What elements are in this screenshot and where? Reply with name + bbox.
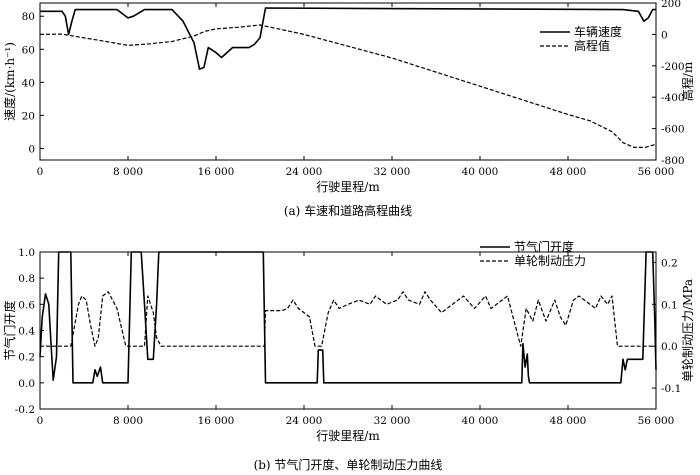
y-left-tick-label: 20: [22, 110, 35, 122]
series-line-2: [39, 24, 657, 148]
x-tick-label: 48 000: [550, 415, 587, 427]
y-left-tick-label: 40: [22, 77, 35, 89]
x-tick-label: 32 000: [374, 415, 411, 427]
x-tick-label: 48 000: [550, 166, 587, 178]
y-right-tick-label: -800: [661, 155, 685, 167]
panel-caption: (a) 车速和道路高程曲线: [284, 203, 412, 218]
x-tick-label: 16 000: [198, 415, 235, 427]
y-left-tick-label: 80: [22, 11, 35, 23]
y-left-tick-label: 60: [22, 44, 35, 56]
y-left-tick-label: 1.0: [18, 247, 35, 259]
legend-label-2: 高程值: [574, 38, 610, 53]
legend-label-1: 车辆速度: [574, 24, 622, 39]
y-right-axis-label: 高程/m: [680, 61, 695, 101]
x-tick-label: 0: [37, 415, 44, 427]
plot-frame: [39, 2, 657, 161]
x-tick-label: 56 000: [638, 166, 675, 178]
legend-label-2: 单轮制动压力: [514, 254, 586, 268]
y-right-tick-label: 0.2: [661, 257, 678, 269]
panel-b: 0 8 000 16 000 24 000 32 000 40 000 48 000 56 0…: [2, 239, 695, 472]
y-left-tick-label: 0.6: [18, 299, 35, 311]
y-left-tick-label: 0.4: [18, 326, 35, 338]
y-right-tick-label: -200: [661, 61, 685, 73]
y-right-tick-label: 0.0: [661, 341, 678, 353]
x-tick-label: 40 000: [462, 166, 499, 178]
x-axis-label: 行驶里程/m: [316, 179, 380, 194]
legend-label-1: 节气门开度: [514, 239, 574, 254]
y-right-tick-label: -0.1: [661, 383, 681, 395]
panel-caption: (b) 节气门开度、单轮制动压力曲线: [254, 457, 443, 472]
series-line-2: [40, 291, 656, 347]
x-tick-label: 56 000: [638, 415, 675, 427]
y-left-tick-label: 0: [28, 143, 35, 155]
y-left-tick-label: 0.0: [18, 378, 35, 390]
x-axis-label: 行驶里程/m: [316, 428, 380, 443]
y-left-tick-label: 0.2: [18, 352, 35, 364]
y-left-axis-label: 节气门开度: [2, 300, 17, 360]
y-left-tick-label: 0.8: [18, 273, 35, 285]
y-right-tick-label: 0.1: [661, 299, 678, 311]
y-right-tick-label: 200: [661, 0, 681, 10]
plot-frame: [39, 251, 657, 410]
x-tick-label: 32 000: [374, 166, 411, 178]
x-tick-label: 8 000: [113, 415, 143, 427]
panel-a: 0 8 000 16 000 24 000 32 000 40 000 48 000 56 0…: [2, 0, 695, 218]
y-right-tick-label: -400: [661, 92, 685, 104]
x-tick-label: 40 000: [462, 415, 499, 427]
y-right-tick-label: -600: [661, 124, 685, 136]
y-right-axis-label: 单轮制动压力/MPa: [681, 279, 695, 382]
x-tick-label: 8 000: [113, 166, 143, 178]
series-line-1: [40, 7, 656, 70]
y-right-tick-label: 0: [661, 29, 668, 41]
x-tick-label: 24 000: [286, 415, 323, 427]
x-tick-label: 16 000: [198, 166, 235, 178]
x-tick-label: 24 000: [286, 166, 323, 178]
y-left-tick-label: -0.2: [15, 404, 35, 416]
series-line-1: [39, 251, 657, 384]
x-tick-label: 0: [37, 166, 44, 178]
y-left-axis-label: 速度/(km·h⁻¹): [2, 42, 17, 121]
